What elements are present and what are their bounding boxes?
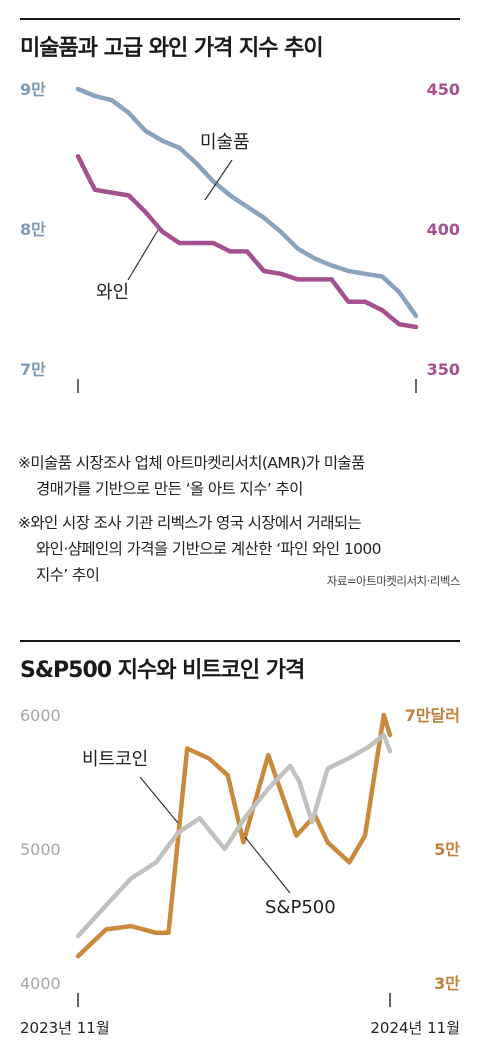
note-amr-line2: 경매가를 기반으로 만든 ‘올 아트 지수’ 추이	[36, 480, 303, 498]
chart1-series-label-0: 미술품	[200, 132, 250, 153]
chart2-left-tick-label: 6000	[20, 706, 61, 725]
chart2-title: S&P500 지수와 비트코인 가격	[20, 658, 305, 683]
chart2-x-label-start: 2023년 11월	[20, 1019, 110, 1037]
chart1-right-tick-label: 350	[427, 360, 460, 379]
chart1-right-tick-label: 450	[427, 80, 460, 99]
source-credit: 자료=아트마켓리서치·리벡스	[326, 574, 461, 588]
chart2-left-tick-label: 5000	[20, 840, 61, 859]
chart1-series-line-0	[75, 86, 419, 319]
chart1-left-tick-label: 8만	[20, 220, 46, 239]
chart1-series-leader-0	[204, 159, 233, 201]
chart2-series-line-0	[75, 712, 393, 959]
chart1-left-tick-label: 9만	[20, 80, 46, 99]
chart1-series-label-1: 와인	[96, 282, 129, 303]
note-liv-ex: ※와인 시장 조사 기관 리벡스가 영국 시장에서 거래되는 와인·샴페인의 가…	[18, 510, 381, 588]
chart2-series-label-1: S&P500	[265, 897, 336, 918]
chart2-right-tick-label: 7만달러	[405, 706, 460, 725]
chart1-series-leader-1	[127, 229, 159, 281]
chart2-series-leader-0	[139, 776, 179, 824]
chart2-series-line-1	[75, 732, 393, 939]
chart1-left-tick-label: 7만	[20, 360, 46, 379]
note-liv-ex-line1: ※와인 시장 조사 기관 리벡스가 영국 시장에서 거래되는	[18, 514, 362, 532]
note-liv-ex-line2: 와인·샴페인의 가격을 기반으로 계산한 ‘파인 와인 1000	[36, 540, 381, 558]
chart2-right-tick-label: 3만	[434, 974, 460, 993]
chart1-right-tick-label: 400	[427, 220, 460, 239]
note-liv-ex-line3: 지수’ 추이	[36, 566, 100, 584]
chart2-plot: 4000 5000 6000 3만 5만 7만달러 2023년 11월 2024년 11월 비트…	[20, 706, 460, 1037]
chart2-x-label-end: 2024년 11월	[370, 1019, 460, 1037]
note-amr: ※미술품 시장조사 업체 아트마켓리서치(AMR)가 미술품 경매가를 기반으로…	[18, 450, 365, 502]
chart2-series-leader-1	[244, 836, 291, 894]
chart2-right-tick-label: 5만	[434, 840, 460, 859]
chart2-top-rule	[20, 640, 460, 642]
chart2-left-tick-label: 4000	[20, 974, 61, 993]
chart1-series-line-1	[75, 153, 419, 330]
note-amr-line1: ※미술품 시장조사 업체 아트마켓리서치(AMR)가 미술품	[18, 454, 365, 472]
chart2-series-label-0: 비트코인	[82, 749, 148, 770]
chart1-title: 미술품과 고급 와인 가격 지수 추이	[20, 36, 324, 61]
chart1-top-rule	[20, 18, 460, 20]
